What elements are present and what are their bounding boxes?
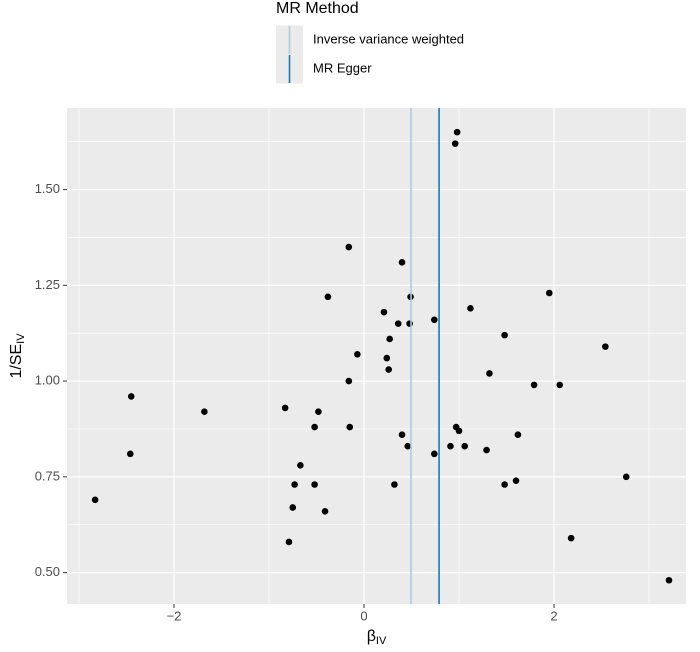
data-point: [461, 442, 469, 450]
data-point: [394, 320, 402, 327]
data-point: [391, 481, 398, 488]
plot-panel: [67, 108, 686, 604]
data-point: [289, 504, 297, 511]
data-point: [622, 473, 630, 481]
data-point: [386, 335, 393, 343]
data-point: [514, 431, 522, 439]
data-point: [567, 534, 575, 542]
data-point: [380, 308, 388, 316]
data-point: [281, 404, 289, 412]
data-point: [345, 243, 353, 251]
y-axis-title-subscript: IV: [15, 333, 27, 344]
data-point: [126, 450, 134, 458]
data-point: [404, 442, 412, 450]
data-point: [346, 423, 354, 431]
data-point: [483, 446, 490, 454]
x-tick-label: −2: [167, 608, 182, 623]
data-point: [398, 431, 406, 439]
data-point: [467, 305, 474, 312]
data-point: [285, 538, 293, 546]
data-point: [406, 320, 413, 327]
data-point: [315, 408, 322, 416]
legend-label: Inverse variance weighted: [313, 31, 464, 46]
data-point: [324, 293, 332, 301]
y-axis-title: 1/SEIV: [8, 333, 27, 379]
y-tick-label: 0.75: [35, 468, 60, 483]
y-tick-label: 1.00: [35, 373, 60, 388]
data-point: [665, 576, 673, 584]
y-tick-label: 1.25: [35, 277, 60, 292]
data-point: [501, 481, 508, 488]
data-point: [455, 427, 463, 435]
data-point: [486, 370, 493, 377]
data-point: [431, 316, 438, 324]
data-point: [291, 481, 298, 488]
data-point: [447, 442, 454, 450]
data-point: [311, 481, 318, 488]
data-point: [345, 377, 353, 385]
y-tick-label: 1.50: [35, 181, 60, 196]
x-axis-title: βIV: [367, 628, 387, 647]
data-point: [127, 393, 135, 400]
legend-title: MR Method: [276, 0, 359, 17]
y-tick-label: 0.50: [35, 564, 60, 579]
data-point: [354, 350, 361, 358]
data-point: [398, 259, 406, 266]
x-tick-label: 0: [360, 608, 367, 623]
data-point: [385, 366, 393, 373]
data-point: [297, 462, 304, 469]
y-axis-title-main: 1/SE: [8, 344, 25, 379]
x-tick-label: 2: [550, 608, 557, 623]
data-point: [383, 354, 391, 362]
data-point: [201, 408, 208, 416]
data-point: [91, 496, 99, 504]
data-point: [451, 140, 459, 147]
data-point: [602, 343, 609, 350]
data-point: [545, 289, 553, 297]
data-point: [556, 381, 564, 389]
legend-label: MR Egger: [313, 60, 372, 75]
x-axis-title-main: β: [367, 628, 376, 645]
data-point: [453, 128, 461, 136]
data-point: [501, 331, 508, 339]
data-point: [321, 508, 329, 515]
data-point: [530, 381, 538, 389]
data-point: [512, 477, 520, 484]
data-point: [311, 423, 318, 431]
data-point: [431, 450, 438, 458]
x-axis-title-subscript: IV: [376, 635, 387, 647]
